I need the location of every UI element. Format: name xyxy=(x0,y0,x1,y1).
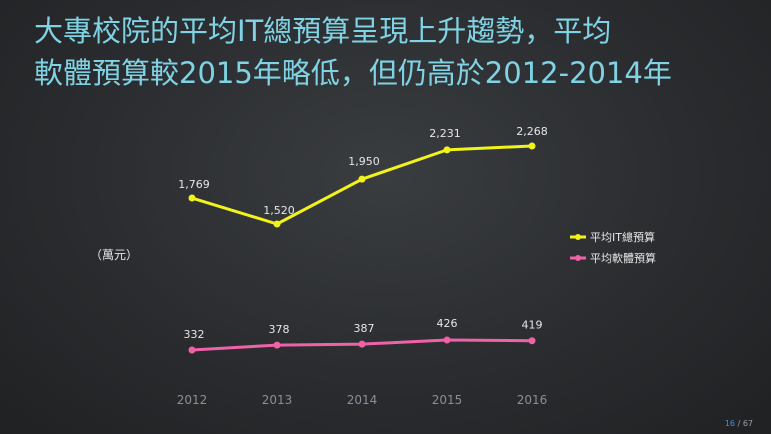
x-tick-label-2: 2014 xyxy=(347,393,378,407)
title-line-2: 軟體預算較2015年略低，但仍高於2012-2014年 xyxy=(34,56,672,90)
x-tick-label-0: 2012 xyxy=(177,393,208,407)
series-0-data-label-0: 1,769 xyxy=(178,178,210,191)
legend-label-0: 平均IT總預算 xyxy=(590,230,655,244)
page-separator: / xyxy=(735,419,743,428)
series-0-data-label-2: 1,950 xyxy=(348,155,380,168)
page-current: 16 xyxy=(724,419,736,428)
series-it-total: 1,769 1,520 1,950 2,231 2,268 xyxy=(178,125,548,228)
series-1-point-2 xyxy=(358,340,366,348)
series-0-point-1 xyxy=(273,220,281,228)
series-1-data-label-0: 332 xyxy=(184,328,205,341)
series-1-point-0 xyxy=(188,346,196,354)
legend-marker-0 xyxy=(575,234,581,240)
legend-label-1: 平均軟體預算 xyxy=(590,251,656,265)
x-tick-label-3: 2015 xyxy=(432,393,463,407)
series-1-point-1 xyxy=(273,341,281,349)
x-tick-label-1: 2013 xyxy=(262,393,293,407)
x-axis-labels: 2012 2013 2014 2015 2016 xyxy=(177,393,548,407)
series-0-data-label-1: 1,520 xyxy=(263,204,295,217)
x-tick-label-4: 2016 xyxy=(517,393,548,407)
unit-label: （萬元） xyxy=(90,248,139,262)
page-total: 67 xyxy=(742,419,753,428)
series-0-point-2 xyxy=(358,175,366,183)
series-1-data-label-2: 387 xyxy=(354,322,375,335)
series-0-point-4 xyxy=(528,142,536,150)
series-1-data-label-1: 378 xyxy=(269,323,290,336)
page-number: 16 / 67 xyxy=(725,419,753,428)
title-line-1: 大專校院的平均IT總預算呈現上升趨勢，平均 xyxy=(34,14,612,48)
slide-title: 大專校院的平均IT總預算呈現上升趨勢，平均 軟體預算較2015年略低，但仍高於2… xyxy=(34,10,754,94)
series-1-data-label-3: 426 xyxy=(437,317,458,330)
series-1-data-label-4: 419 xyxy=(522,319,543,332)
series-1-point-3 xyxy=(443,336,451,344)
series-0-data-label-4: 2,268 xyxy=(516,125,548,138)
series-0-point-0 xyxy=(188,194,196,202)
legend-marker-1 xyxy=(575,255,581,261)
series-1-point-4 xyxy=(528,337,536,345)
series-0-data-label-3: 2,231 xyxy=(429,127,461,140)
series-software: 332 378 387 426 419 xyxy=(184,317,543,354)
series-0-point-3 xyxy=(443,146,451,154)
